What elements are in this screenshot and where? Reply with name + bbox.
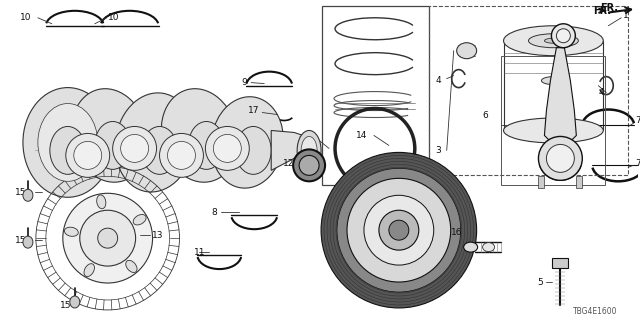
Ellipse shape (463, 242, 477, 252)
Text: 17: 17 (248, 106, 259, 115)
Text: 16: 16 (451, 228, 462, 237)
Text: FR.: FR. (593, 6, 611, 16)
Ellipse shape (301, 136, 317, 164)
Text: 12: 12 (283, 159, 294, 168)
Text: 11: 11 (195, 248, 206, 257)
Text: 15: 15 (60, 301, 71, 310)
Bar (429, 6, 628, 175)
Circle shape (337, 168, 461, 292)
Circle shape (159, 133, 204, 177)
Bar (538, 176, 545, 188)
Text: 7: 7 (635, 159, 640, 168)
Text: 13: 13 (152, 231, 163, 240)
Circle shape (538, 136, 582, 180)
Text: 15: 15 (15, 188, 26, 197)
Text: 1: 1 (623, 11, 629, 20)
Ellipse shape (188, 122, 225, 169)
Ellipse shape (504, 118, 604, 143)
Text: 9: 9 (241, 78, 247, 87)
Ellipse shape (23, 88, 113, 197)
Ellipse shape (84, 264, 95, 276)
Text: 4: 4 (598, 88, 604, 97)
Ellipse shape (529, 34, 579, 48)
Ellipse shape (97, 195, 106, 209)
Bar (577, 176, 582, 188)
Text: 15: 15 (15, 236, 26, 245)
Text: 8: 8 (212, 208, 218, 217)
Text: 10: 10 (108, 13, 119, 22)
Circle shape (552, 24, 575, 48)
Text: 4: 4 (436, 76, 442, 85)
Ellipse shape (115, 93, 194, 192)
Circle shape (379, 210, 419, 250)
Circle shape (205, 126, 250, 170)
Ellipse shape (504, 26, 604, 56)
Circle shape (364, 195, 434, 265)
Circle shape (213, 134, 241, 162)
Ellipse shape (211, 97, 284, 188)
Ellipse shape (483, 243, 495, 252)
Circle shape (63, 193, 152, 283)
Ellipse shape (23, 236, 33, 248)
Ellipse shape (161, 89, 237, 182)
Ellipse shape (95, 122, 131, 169)
Polygon shape (271, 131, 317, 170)
Circle shape (293, 149, 325, 181)
Text: 10: 10 (20, 13, 31, 22)
Circle shape (556, 29, 570, 43)
Circle shape (113, 126, 157, 170)
Text: TBG4E1600: TBG4E1600 (573, 308, 618, 316)
Circle shape (80, 210, 136, 266)
Text: FR.: FR. (600, 3, 618, 13)
Bar (500, 56, 605, 185)
Ellipse shape (545, 38, 563, 43)
Polygon shape (545, 48, 577, 145)
Circle shape (168, 141, 195, 169)
Circle shape (389, 220, 409, 240)
Bar (322, 6, 429, 185)
Ellipse shape (65, 227, 78, 236)
Circle shape (547, 144, 574, 172)
Text: 6: 6 (483, 111, 488, 120)
Circle shape (66, 133, 109, 177)
Text: 3: 3 (436, 146, 442, 155)
Text: 7: 7 (635, 116, 640, 125)
Ellipse shape (236, 126, 271, 174)
Ellipse shape (23, 189, 33, 201)
Ellipse shape (50, 126, 86, 174)
Ellipse shape (141, 126, 177, 174)
Bar (552, 258, 568, 268)
Ellipse shape (541, 76, 565, 84)
Ellipse shape (133, 214, 146, 225)
Text: 5: 5 (538, 277, 543, 286)
Ellipse shape (457, 43, 477, 59)
Circle shape (74, 141, 102, 169)
Ellipse shape (297, 131, 321, 170)
Circle shape (299, 156, 319, 175)
Circle shape (121, 134, 148, 162)
Ellipse shape (72, 89, 148, 182)
Ellipse shape (38, 104, 98, 181)
Ellipse shape (70, 296, 80, 308)
Text: 2: 2 (298, 136, 304, 145)
Ellipse shape (125, 260, 137, 273)
Circle shape (98, 228, 118, 248)
Circle shape (347, 178, 451, 282)
Text: 14: 14 (356, 131, 367, 140)
Circle shape (321, 152, 477, 308)
